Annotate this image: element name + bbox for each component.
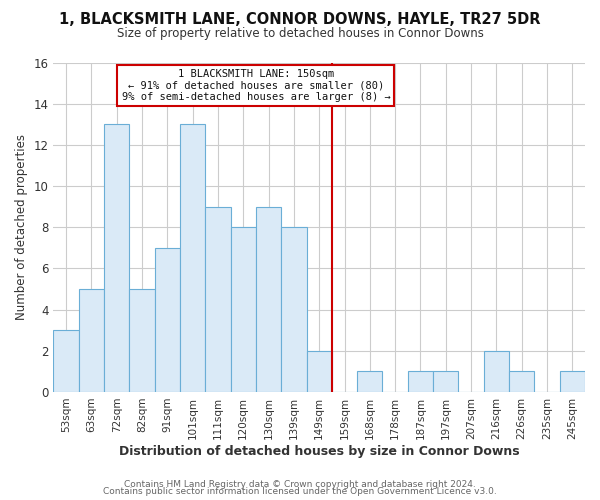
Bar (130, 289, 155, 392)
Text: Contains HM Land Registry data © Crown copyright and database right 2024.: Contains HM Land Registry data © Crown c… (124, 480, 476, 489)
Bar (560, 372, 585, 392)
Bar (79, 289, 104, 392)
Bar (155, 248, 180, 392)
Bar (180, 124, 205, 392)
Bar (484, 351, 509, 392)
Text: Size of property relative to detached houses in Connor Downs: Size of property relative to detached ho… (116, 28, 484, 40)
Bar (53, 330, 79, 392)
X-axis label: Distribution of detached houses by size in Connor Downs: Distribution of detached houses by size … (119, 444, 520, 458)
Bar (433, 372, 458, 392)
Bar (307, 351, 332, 392)
Text: Contains public sector information licensed under the Open Government Licence v3: Contains public sector information licen… (103, 487, 497, 496)
Bar (509, 372, 535, 392)
Bar (256, 206, 281, 392)
Bar (205, 206, 230, 392)
Y-axis label: Number of detached properties: Number of detached properties (15, 134, 28, 320)
Bar (357, 372, 382, 392)
Bar (408, 372, 433, 392)
Bar (230, 227, 256, 392)
Bar (104, 124, 130, 392)
Bar (281, 227, 307, 392)
Text: 1 BLACKSMITH LANE: 150sqm
← 91% of detached houses are smaller (80)
9% of semi-d: 1 BLACKSMITH LANE: 150sqm ← 91% of detac… (122, 68, 390, 102)
Text: 1, BLACKSMITH LANE, CONNOR DOWNS, HAYLE, TR27 5DR: 1, BLACKSMITH LANE, CONNOR DOWNS, HAYLE,… (59, 12, 541, 28)
